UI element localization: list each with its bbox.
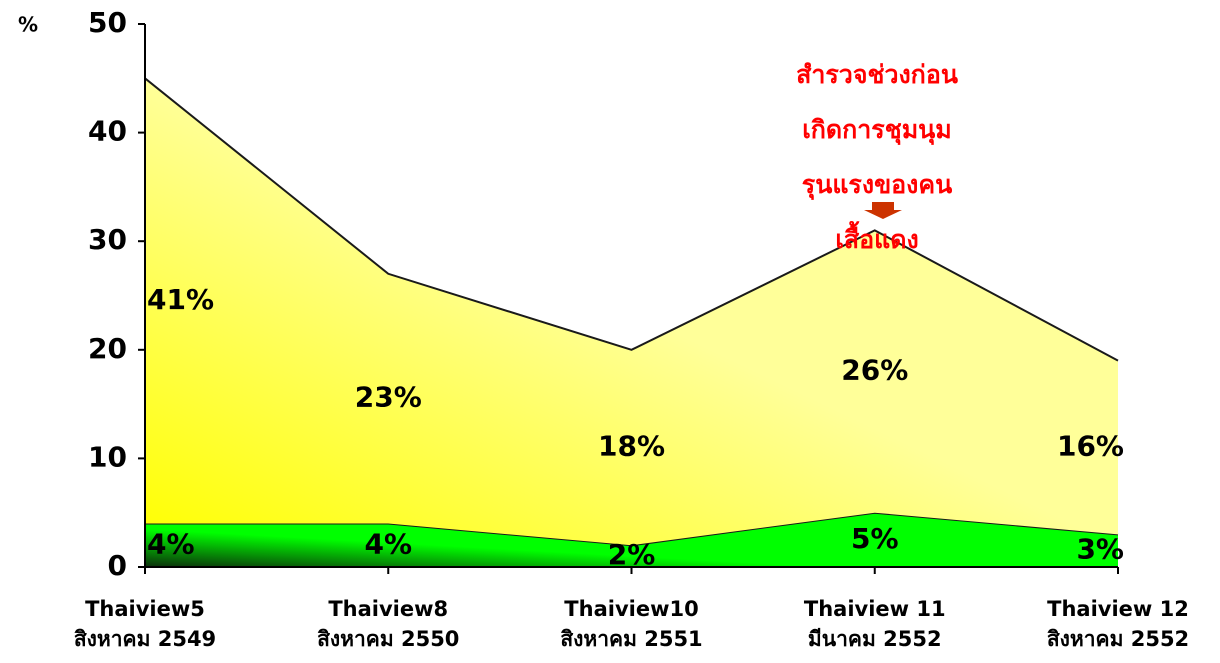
x-tick-label: Thaiview 12 bbox=[1047, 597, 1189, 621]
area bbox=[145, 78, 1118, 546]
data-label: 4% bbox=[364, 527, 412, 560]
y-axis-label: % bbox=[18, 13, 38, 37]
x-tick-label: Thaiview8 bbox=[328, 597, 448, 621]
data-label: 23% bbox=[355, 381, 422, 414]
data-label: 41% bbox=[147, 283, 214, 316]
x-tick-label: Thaiview10 bbox=[564, 597, 698, 621]
y-tick-label: 30 bbox=[88, 223, 127, 256]
annotation: เกิดการชุมนุม bbox=[802, 115, 952, 146]
x-tick-label: Thaiview5 bbox=[85, 597, 205, 621]
x-tick-label: สิงหาคม 2551 bbox=[560, 627, 703, 651]
data-label: 26% bbox=[841, 354, 908, 387]
x-tick-label: สิงหาคม 2552 bbox=[1047, 627, 1190, 651]
x-tick-label: มีนาคม 2552 bbox=[808, 627, 942, 651]
x-tick-label: สิงหาคม 2550 bbox=[317, 627, 460, 651]
annotation: สำรวจช่วงก่อน bbox=[796, 60, 958, 89]
y-tick-label: 10 bbox=[88, 440, 127, 473]
area-line bbox=[144, 77, 1119, 362]
data-label: 4% bbox=[147, 527, 195, 560]
annotation-arrow bbox=[864, 202, 902, 219]
data-label: 16% bbox=[1057, 430, 1124, 463]
data-label: 2% bbox=[608, 538, 656, 571]
x-tick-label: สิงหาคม 2549 bbox=[74, 627, 217, 651]
y-tick-label: 20 bbox=[88, 332, 127, 365]
x-tick-label: Thaiview 11 bbox=[804, 597, 946, 621]
y-tick-label: 0 bbox=[108, 549, 127, 582]
annotation: เสื้อแดง bbox=[835, 220, 918, 254]
data-label: 18% bbox=[598, 430, 665, 463]
annotation: รุนแรงของคน bbox=[802, 170, 952, 201]
area bbox=[145, 512, 1118, 567]
y-tick-label: 40 bbox=[88, 115, 127, 148]
data-label: 5% bbox=[851, 522, 899, 555]
y-tick-label: 50 bbox=[88, 6, 127, 39]
data-label: 3% bbox=[1076, 533, 1124, 566]
